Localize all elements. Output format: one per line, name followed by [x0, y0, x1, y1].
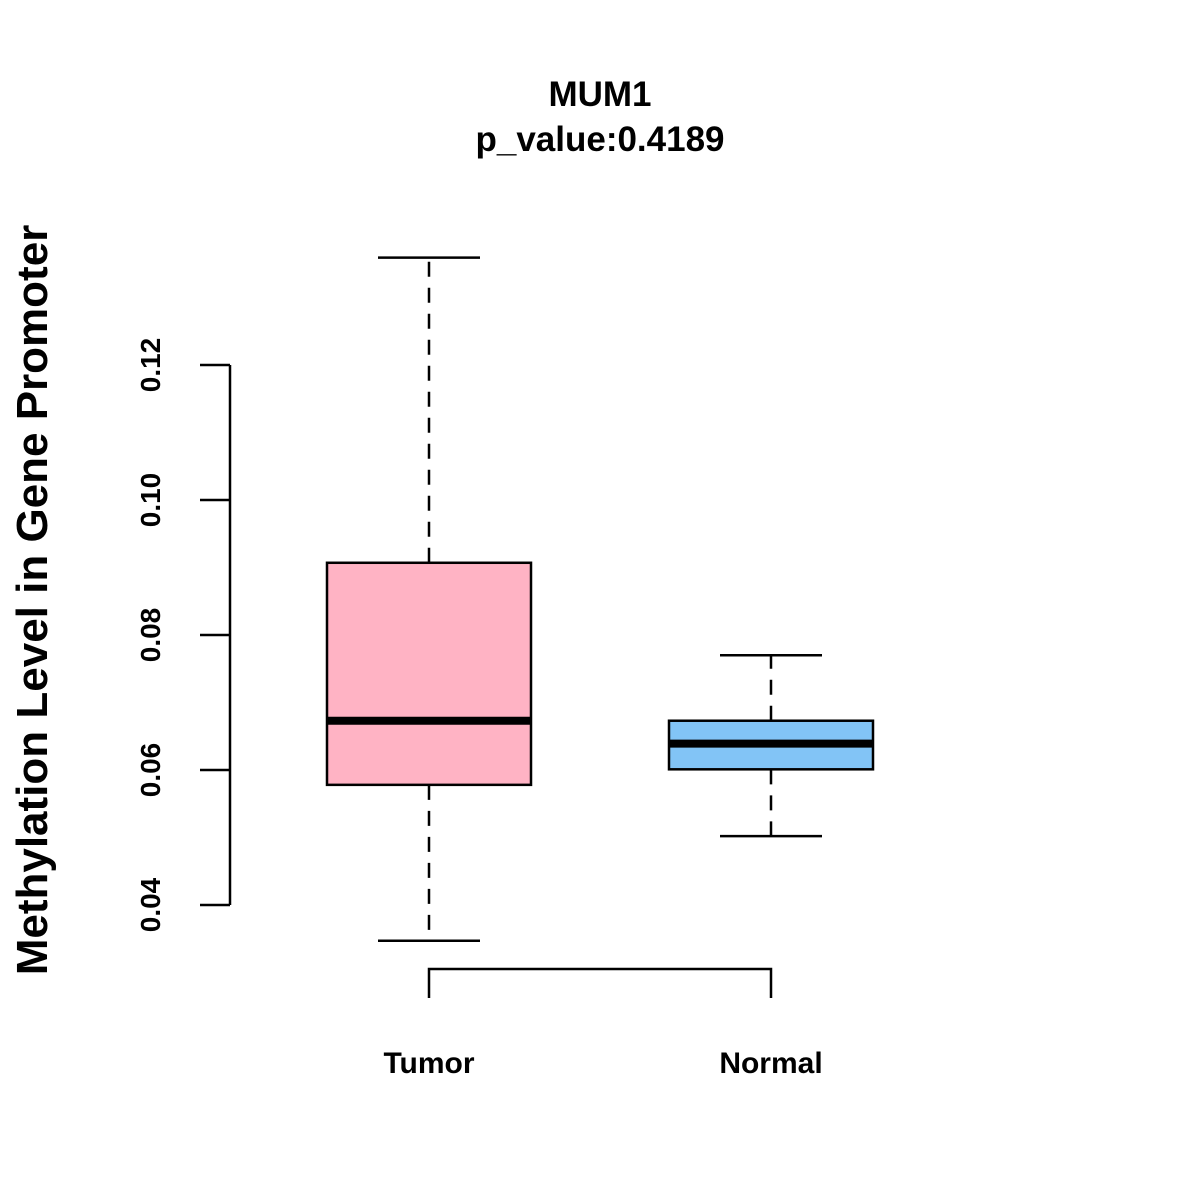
y-tick-label: 0.06	[135, 743, 166, 798]
y-tick-label: 0.08	[135, 608, 166, 663]
chart-title: MUM1	[548, 75, 651, 114]
bracket-line	[427, 967, 773, 998]
x-category-label: Normal	[719, 1047, 822, 1080]
x-category-label: Tumor	[383, 1047, 474, 1080]
y-axis-label: Methylation Level in Gene Promoter	[8, 225, 57, 976]
comparison-bracket	[427, 967, 773, 998]
chart-subtitle: p_value:0.4189	[475, 120, 724, 159]
y-tick-label: 0.12	[135, 338, 166, 393]
box-body	[325, 561, 533, 787]
y-axis: 0.04 0.06 0.08 0.10 0.12	[135, 338, 232, 932]
box-normal	[667, 654, 875, 838]
box-tumor	[325, 256, 533, 943]
x-axis-category-labels: Tumor Normal	[383, 1047, 822, 1080]
box-series	[325, 256, 875, 943]
y-tick-label: 0.10	[135, 473, 166, 528]
y-tick-label: 0.04	[135, 877, 166, 932]
